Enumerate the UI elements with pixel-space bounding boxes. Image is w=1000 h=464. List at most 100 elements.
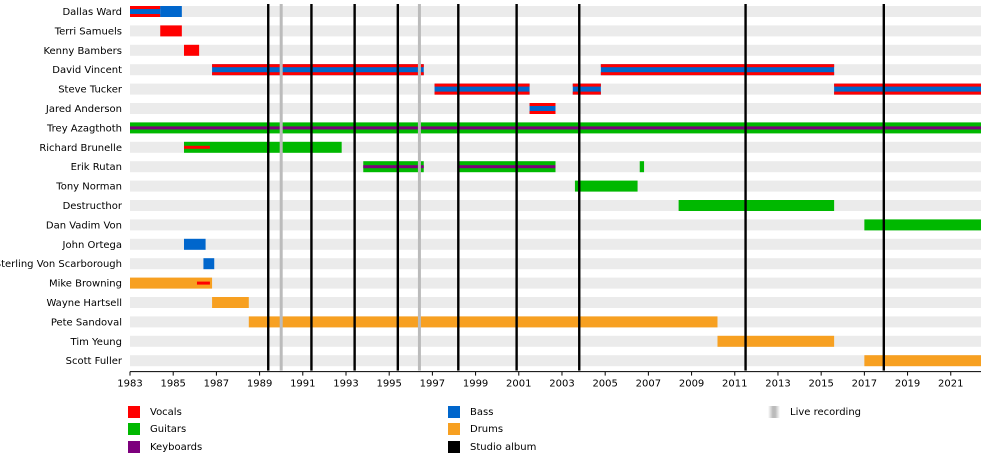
vocals-edge-mark [834,83,981,87]
member-label: Terri Samuels [54,26,122,37]
x-tick-label: 2003 [549,379,574,390]
row-stripe [130,200,981,211]
member-label: Dallas Ward [62,7,122,18]
live-recording-line [417,4,421,371]
member-label: Pete Sandoval [51,317,122,328]
x-tick-label: 2013 [765,379,790,390]
member-label: Steve Tucker [58,85,123,96]
row-stripe [130,297,981,308]
vocals-edge-mark [130,6,161,9]
bass-bar [183,238,206,250]
bass-bar [203,258,215,270]
member-label: Sterling Von Scarborough [0,259,122,270]
x-tick-label: 1999 [463,379,488,390]
guitars-bar [678,200,835,211]
vocals-edge-mark [529,103,556,106]
member-label: Erik Rutan [71,162,122,173]
x-tick-label: 2007 [636,379,661,390]
row-stripe [130,64,981,76]
x-tick-label: 2017 [852,379,877,390]
x-tick-label: 2009 [679,379,704,390]
vocals-edge-mark [834,91,981,95]
member-label: Destructhor [63,201,123,212]
vocals-bar [183,44,200,56]
bass-bar [434,83,530,95]
x-tick-label: 2005 [592,379,617,390]
vocals-edge-mark [572,83,601,87]
row-stripe [130,258,981,270]
member-label: Trey Azagthoth [46,123,122,134]
bass-bar [212,64,424,76]
member-label: Jared Anderson [45,104,122,115]
x-tick-label: 1985 [160,379,185,390]
vocals-edge-mark [130,14,161,17]
keyboards-line-mark [363,165,424,169]
studio-album-line [457,4,460,371]
bass-bar [834,83,981,95]
bass-bar [160,6,182,17]
studio-album-line [353,4,356,371]
x-tick-label: 1993 [333,379,358,390]
x-tick-label: 1989 [247,379,272,390]
member-label: David Vincent [52,65,122,76]
x-tick-label: 1995 [376,379,401,390]
x-tick-label: 2021 [938,379,963,390]
vocals-bar [160,25,182,37]
member-label: Mike Browning [49,279,122,290]
row-stripe [130,219,981,231]
vocals-line-mark [196,281,210,285]
studio-album-line [744,4,747,371]
drums-bar [864,355,981,367]
member-label: Kenny Bambers [43,46,122,57]
studio-album-line [882,4,886,371]
vocals-edge-mark [529,111,556,114]
row-stripe [130,141,981,153]
vocals-edge-mark [434,91,530,95]
row-stripe [130,83,981,95]
live-recording-line [279,4,283,371]
vocals-edge-mark [212,72,424,76]
x-tick-label: 2019 [895,379,920,390]
x-tick-label: 1983 [117,379,142,390]
guitars-bar [864,219,981,231]
bass-bar [600,64,835,76]
row-stripe [130,6,981,17]
drums-bar [212,297,249,308]
x-tick-label: 1991 [290,379,315,390]
row-stripe [130,238,981,250]
vocals-edge-mark [434,83,530,87]
guitars-bar [183,141,342,153]
drums-bar [130,277,213,289]
member-label: John Ortega [62,240,122,251]
vocals-edge-mark [600,72,835,76]
bass-bar [529,103,556,114]
guitars-bar [574,180,638,192]
studio-album-line [515,4,518,371]
row-stripe [130,44,981,56]
studio-album-line [310,4,313,371]
member-label: Scott Fuller [66,356,123,367]
row-stripe [130,335,981,347]
guitars-bar [639,161,645,173]
x-tick-label: 1987 [204,379,229,390]
x-tick-label: 2011 [722,379,747,390]
vocals-edge-mark [600,64,835,68]
studio-album-line [396,4,400,371]
member-label: Dan Vadim Von [46,220,122,231]
vocals-line-mark [183,145,210,149]
member-label: Richard Brunelle [39,143,122,154]
drums-bar [717,335,835,347]
studio-album-line [578,4,581,371]
bass-bar [572,83,601,95]
member-label: Tony Norman [55,182,122,193]
x-tick-label: 2001 [506,379,531,390]
bass-bar [130,6,161,17]
row-stripe [130,25,981,37]
member-label: Tim Yeung [70,337,122,348]
drums-bar [248,316,718,328]
row-stripe [130,277,981,289]
keyboards-line-mark [130,126,981,130]
row-stripe [130,355,981,367]
member-label: Wayne Hartsell [46,298,122,309]
